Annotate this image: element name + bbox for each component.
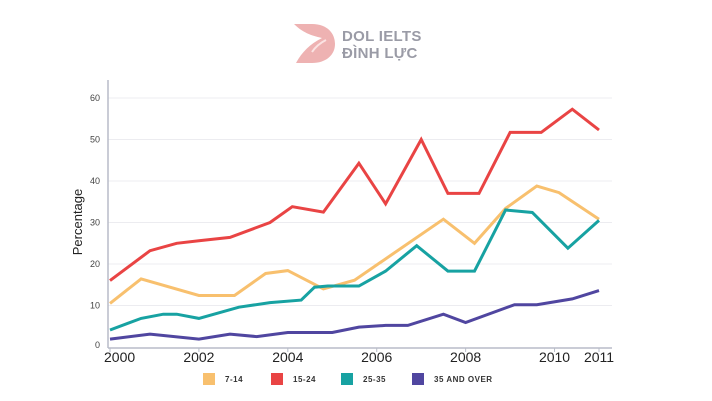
legend-item: 15-24 — [271, 373, 316, 385]
logo: DOL IELTS ĐÌNH LỰC — [292, 22, 432, 64]
x-tick-label: 2006 — [361, 349, 392, 365]
x-tick-label: 2004 — [272, 349, 303, 365]
x-tick-label: 2000 — [104, 349, 135, 365]
x-tick-label: 2002 — [183, 349, 214, 365]
legend-swatch — [271, 373, 283, 385]
logo-mark-icon — [294, 24, 335, 63]
x-tick-label: 2010 — [539, 349, 570, 365]
legend-label: 15-24 — [293, 374, 316, 384]
series-line-25-35 — [109, 208, 600, 332]
logo-line-2: ĐÌNH LỰC — [342, 45, 418, 62]
legend-label: 35 AND OVER — [434, 374, 493, 384]
legend-item: 35 AND OVER — [412, 373, 493, 385]
logo-line-1: DOL IELTS — [342, 28, 422, 45]
legend-label: 7-14 — [225, 374, 244, 384]
y-tick-label: 60 — [90, 93, 100, 103]
x-tick-label: 2008 — [450, 349, 481, 365]
y-tick-label: 40 — [90, 176, 100, 186]
y-tick-label: 50 — [90, 135, 100, 145]
legend-item: 25-35 — [341, 373, 386, 385]
y-tick-label: 20 — [90, 259, 100, 269]
legend-item: 7-14 — [203, 373, 243, 385]
legend-label: 25-35 — [363, 374, 386, 384]
series-line-35-and-over — [109, 289, 600, 341]
legend-swatch — [341, 373, 353, 385]
y-axis-label: Percentage — [70, 189, 85, 256]
legend-swatch — [203, 373, 215, 385]
legend-swatch — [412, 373, 424, 385]
y-tick-label: 10 — [90, 301, 100, 311]
legend: 7-14 15-24 25-35 35 AND OVER — [0, 373, 712, 387]
y-tick-label: 30 — [90, 218, 100, 228]
y-tick-label: 0 — [95, 340, 100, 350]
series-line-15-24 — [109, 107, 600, 282]
x-tick-label: 2011 — [584, 349, 614, 365]
